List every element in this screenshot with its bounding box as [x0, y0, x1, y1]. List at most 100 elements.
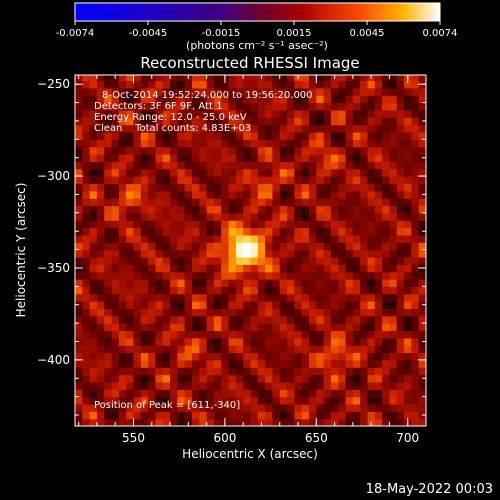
heatmap-cell	[213, 87, 222, 96]
heatmap-cell	[140, 102, 149, 111]
heatmap-cell	[382, 95, 391, 104]
heatmap-cell	[418, 161, 426, 170]
heatmap-cell	[89, 154, 98, 162]
heatmap-cell	[177, 102, 186, 111]
heatmap-cell	[82, 396, 91, 405]
heatmap-cell	[177, 249, 186, 258]
heatmap-cell	[177, 198, 186, 207]
heatmap-cell	[382, 198, 391, 207]
heatmap-cell	[228, 227, 237, 236]
heatmap-cell	[279, 286, 288, 295]
heatmap-cell	[301, 139, 310, 148]
heatmap-cell	[345, 315, 354, 324]
heatmap-cell	[396, 352, 405, 361]
heatmap-cell	[389, 249, 398, 258]
heatmap-cell	[323, 345, 332, 354]
heatmap-cell	[396, 359, 405, 368]
heatmap-cell	[118, 154, 127, 162]
heatmap-cell	[316, 154, 325, 162]
heatmap-cell	[140, 190, 149, 199]
heatmap-cell	[382, 249, 391, 258]
colorbar: -0.0074 -0.0045 -0.0015 0.0015 0.0045 0.0074 …	[56, 2, 458, 52]
heatmap-cell	[228, 411, 237, 420]
heatmap-cell	[411, 102, 420, 111]
heatmap-cell	[118, 80, 127, 89]
heatmap-cell	[352, 381, 361, 390]
heatmap-cell	[338, 95, 347, 104]
heatmap-cell	[338, 249, 347, 258]
heatmap-cell	[243, 87, 252, 96]
heatmap-cell	[148, 264, 157, 273]
heatmap-cell	[338, 109, 347, 118]
heatmap-cell	[155, 117, 164, 126]
heatmap-cell	[221, 80, 230, 89]
heatmap-cell	[294, 271, 303, 280]
heatmap-cell	[352, 227, 361, 236]
heatmap-cell	[323, 80, 332, 89]
heatmap-cell	[330, 315, 339, 324]
heatmap-cell	[199, 249, 208, 258]
heatmap-cell	[301, 198, 310, 207]
annotation-block: 8-Oct-2014 19:52:24.000 to 19:56:20.000 …	[94, 90, 313, 134]
heatmap-cell	[389, 411, 398, 420]
heatmap-cell	[250, 131, 259, 140]
heatmap-cell	[352, 308, 361, 317]
heatmap-cell	[272, 374, 281, 383]
heatmap-cell	[330, 139, 339, 148]
heatmap-cell	[323, 176, 332, 185]
heatmap-cell	[330, 102, 339, 111]
heatmap-cell	[170, 315, 178, 324]
heatmap-cell	[360, 139, 369, 148]
heatmap-cell	[382, 139, 391, 148]
heatmap-cell	[104, 345, 113, 354]
heatmap-cell	[396, 345, 405, 354]
heatmap-cell	[265, 367, 274, 376]
heatmap-cell	[155, 337, 164, 346]
heatmap-cell	[323, 212, 332, 221]
heatmap-cell	[367, 234, 376, 243]
heatmap-cell	[352, 352, 361, 361]
heatmap-cell	[235, 124, 244, 133]
heatmap-cell	[272, 278, 281, 287]
heatmap-cell	[301, 109, 310, 118]
heatmap-cell	[155, 330, 164, 339]
heatmap-cell	[148, 161, 157, 170]
heatmap-cell	[309, 176, 317, 185]
heatmap-cell	[294, 176, 303, 185]
heatmap-cell	[177, 323, 186, 332]
heatmap-cell	[287, 242, 295, 251]
heatmap-cell	[352, 139, 361, 148]
heatmap-cell	[352, 176, 361, 185]
heatmap-cell	[323, 139, 332, 148]
heatmap-cell	[170, 367, 178, 376]
heatmap-cell	[287, 183, 295, 192]
heatmap-cell	[382, 183, 391, 192]
heatmap-cell	[96, 411, 105, 420]
heatmap-cell	[330, 293, 339, 302]
heatmap-cell	[323, 131, 332, 140]
heatmap-cell	[213, 168, 222, 177]
heatmap-cell	[389, 286, 398, 295]
heatmap-cell	[148, 359, 157, 368]
heatmap-cell	[367, 271, 376, 280]
heatmap-cell	[206, 220, 215, 229]
heatmap-cell	[367, 345, 376, 354]
heatmap-cell	[89, 411, 98, 420]
heatmap-cell	[96, 168, 105, 177]
heatmap-cell	[170, 80, 178, 89]
heatmap-cell	[345, 146, 354, 155]
heatmap-cell	[330, 227, 339, 236]
heatmap-cell	[265, 131, 274, 140]
heatmap-cell	[287, 396, 295, 405]
heatmap-cell	[265, 403, 274, 412]
heatmap-cell	[404, 330, 412, 339]
heatmap-cell	[228, 323, 237, 332]
heatmap-cell	[279, 242, 288, 251]
heatmap-cell	[323, 403, 332, 412]
heatmap-cell	[199, 359, 208, 368]
heatmap-cell	[272, 198, 281, 207]
heatmap-cell	[309, 330, 317, 339]
heatmap-cell	[411, 352, 420, 361]
heatmap-cell	[111, 205, 120, 214]
heatmap-cell	[374, 190, 383, 199]
